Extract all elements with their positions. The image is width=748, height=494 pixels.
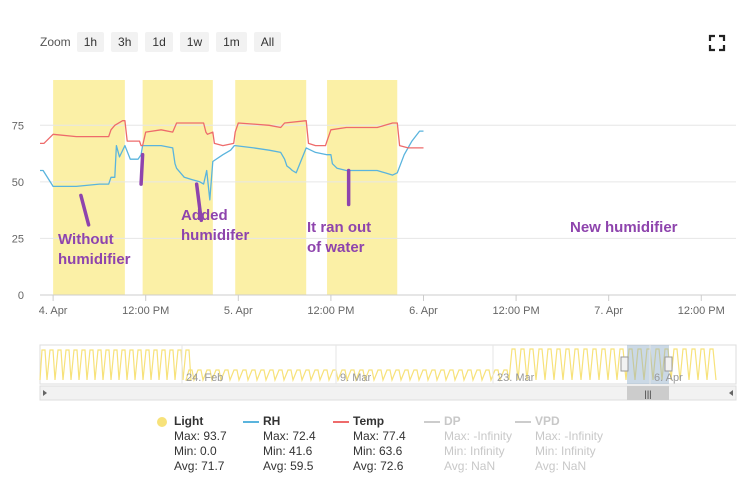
legend-stat: Max: -Infinity [444,429,513,443]
legend-stat: Max: 77.4 [353,429,406,443]
zoom-1h-button[interactable]: 1h [76,32,105,52]
navigator-light-line [39,348,717,383]
series-line-temp [40,120,424,149]
light-band-2 [235,80,307,295]
series-line-rh [40,130,424,201]
navigator-label-3: 6. Apr [654,372,683,384]
x-tick-label-4: 6. Apr [409,305,438,317]
scrollbar-grip-icon: ||| [644,389,651,399]
annotation-text-3: New humidifier [570,219,678,236]
legend-stat: Min: 41.6 [263,444,313,458]
annotation-line: of water [307,239,365,256]
annotation-text-1: Added humidifer [181,207,249,244]
legend-symbol-vpd [515,421,531,423]
legend-stat: Min: 63.6 [353,444,403,458]
chart: 0 25 50 75 4. Apr 12:00 PM 5. Apr 12:00 PM 6. Ap… [12,80,737,401]
x-tick-label-3: 12:00 PM [307,305,354,317]
legend-item-vpd[interactable]: VPD Max: -Infinity Min: Infinity Avg: NaN [535,414,603,474]
scrollbar-thumb [627,386,669,400]
zoom-all-button[interactable]: All [253,32,282,52]
legend-stat: Min: Infinity [444,444,505,458]
legend-item-rh[interactable]: RH Max: 72.4 Min: 41.6 Avg: 59.5 [263,414,316,474]
zoom-bar: Zoom 1h 3h 1d 1w 1m All [40,32,288,52]
light-band-0 [53,80,125,295]
legend-symbol-dp [424,421,440,423]
annotation-line: Without [58,231,114,248]
navigator-label-2: 23. Mar [497,372,535,384]
light-band-3 [327,80,398,295]
annotation-line: It ran out [307,219,371,236]
legend-item-dp[interactable]: DP Max: -Infinity Min: Infinity Avg: NaN [444,414,512,474]
annotation-text-0: Without humidifier [58,231,131,268]
y-tick-label-2: 50 [12,177,24,189]
legend-stat: Avg: NaN [535,459,587,473]
annotation-line: Added [181,207,228,224]
annotation-arrow-0 [79,193,91,227]
legend-stat: Max: 72.4 [263,429,316,443]
y-tick-label-3: 75 [12,120,24,132]
annotation-line: New humidifier [570,219,678,236]
scroll-left-arrow-icon [43,390,47,396]
legend-stat: Avg: 71.7 [174,459,225,473]
legend-stat: Min: 0.0 [174,444,217,458]
legend-item-light[interactable]: Light Max: 93.7 Min: 0.0 Avg: 71.7 [174,414,227,474]
legend-symbol-temp [333,421,349,423]
zoom-1d-button[interactable]: 1d [145,32,173,52]
y-tick-label-1: 25 [12,233,24,245]
annotation-arrow-2 [194,182,204,223]
x-tick-label-2: 5. Apr [224,305,253,317]
legend-stat: Max: -Infinity [535,429,604,443]
legend-name: Temp [353,414,385,428]
legend-name: RH [263,414,281,428]
legend: Light Max: 93.7 Min: 0.0 Avg: 71.7 RH Max: 72… [150,414,650,484]
legend-name: VPD [535,414,560,428]
legend-name: DP [444,414,461,428]
legend-name: Light [174,414,204,428]
legend-stat: Avg: 59.5 [263,459,314,473]
annotation-text-2: It ran out of water [307,219,371,256]
legend-symbol-rh [243,421,259,423]
x-tick-label-1: 12:00 PM [122,305,169,317]
scroll-right-arrow-icon [729,390,733,396]
legend-item-temp[interactable]: Temp Max: 77.4 Min: 63.6 Avg: 72.6 [353,414,406,474]
legend-stat: Avg: 72.6 [353,459,404,473]
zoom-3h-button[interactable]: 3h [111,32,139,52]
legend-stat: Avg: NaN [444,459,496,473]
legend-stat: Min: Infinity [535,444,596,458]
x-tick-label-0: 4. Apr [39,305,68,317]
y-tick-label-0: 0 [18,290,24,302]
legend-stat: Max: 93.7 [174,429,227,443]
zoom-1m-button[interactable]: 1m [216,32,247,52]
navigator-selection [627,345,669,384]
legend-symbol-light [157,417,167,427]
navigator-label-1: 9. Mar [340,372,372,384]
zoom-label: Zoom [40,35,71,49]
navigator-handle-right [664,356,673,372]
fullscreen-icon[interactable] [708,34,726,52]
annotation-arrow-1 [139,152,145,186]
x-tick-label-5: 12:00 PM [493,305,540,317]
navigator-label-0: 24. Feb [186,372,223,384]
annotation-line: humidifer [181,227,249,244]
zoom-1w-button[interactable]: 1w [179,32,210,52]
scrollbar-track [39,385,737,401]
x-tick-label-7: 12:00 PM [678,305,725,317]
light-band-1 [142,80,213,295]
annotation-line: humidifier [58,251,131,268]
x-tick-label-6: 7. Apr [594,305,623,317]
navigator-handle-left [620,356,629,372]
